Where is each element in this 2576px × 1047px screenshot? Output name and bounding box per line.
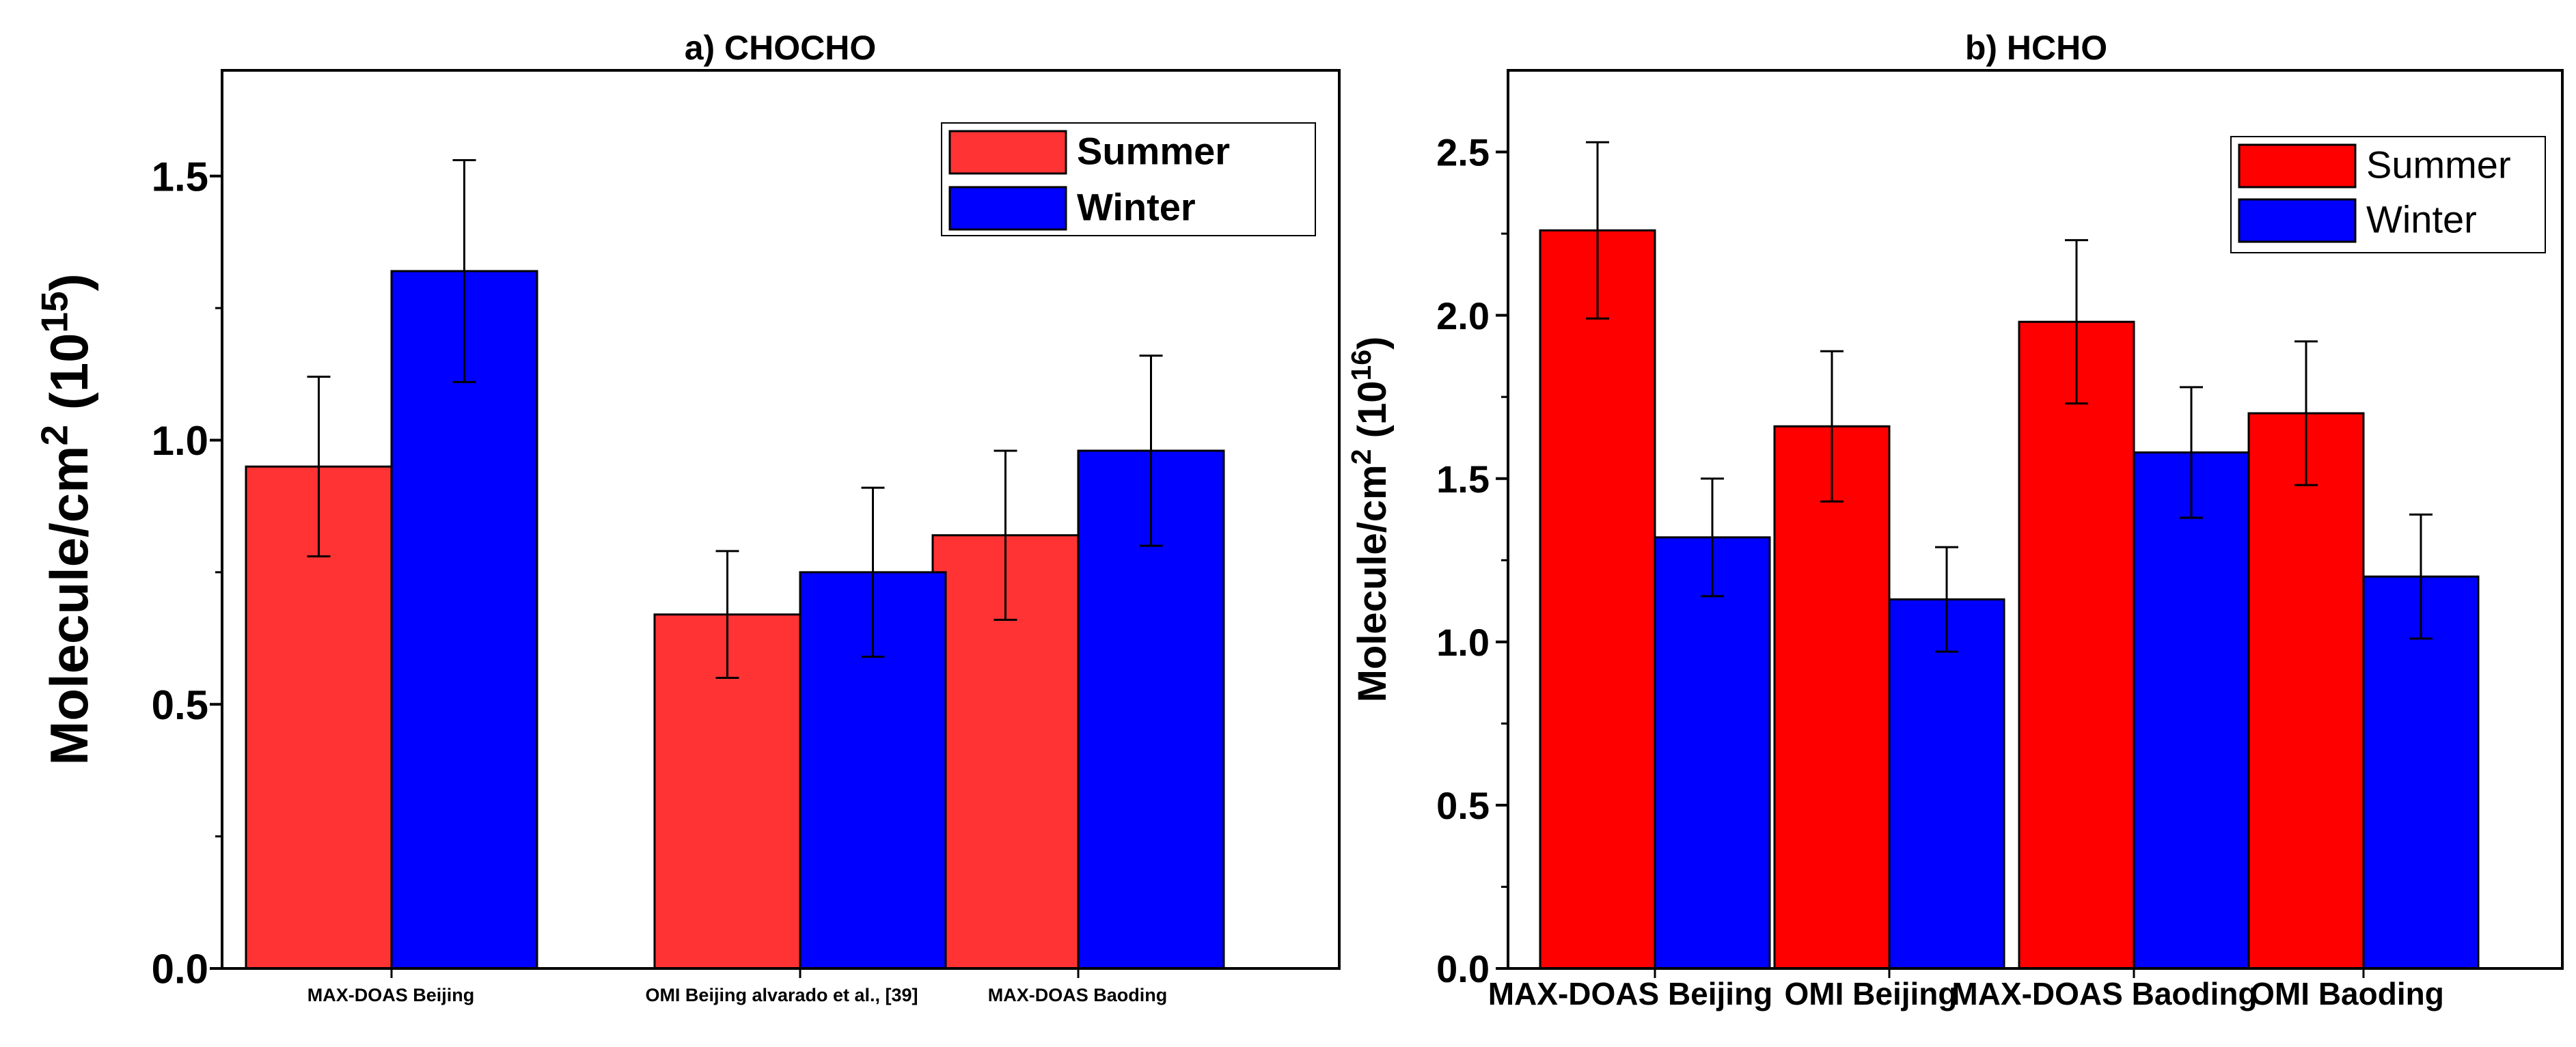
error-bar-winter-3 (2409, 513, 2433, 640)
chart-panel-a: a) CHOCHO 0.0 0.5 1.0 1.5 MAX-DOAS Beijing OMI… (33, 29, 1341, 1005)
legend-swatch-summer (948, 130, 1067, 175)
y-axis-label-text: Molecule/cm (39, 446, 99, 766)
y-tick-label: 0.0 (1436, 947, 1490, 990)
x-category-label: OMI Baoding (2250, 976, 2444, 1011)
chart-title: a) CHOCHO (685, 29, 877, 67)
y-axis-label-unit-sup: 15 (33, 291, 75, 333)
error-bar-winter-2 (2180, 386, 2203, 519)
y-tick-label: 0.5 (152, 682, 208, 728)
y-tick-label: 1.0 (152, 418, 208, 464)
bar-winter-3 (2362, 575, 2480, 970)
legend-label-winter: Winter (1077, 185, 1196, 228)
y-axis-label-close: ) (1350, 337, 1395, 350)
y-axis-label: Molecule/cm2 (1015) (33, 273, 99, 765)
legend-swatch-winter (948, 186, 1067, 231)
legend-label-summer: Summer (2366, 143, 2511, 186)
bar-summer-2 (2018, 320, 2135, 970)
y-tick-label: 1.5 (1436, 458, 1490, 501)
y-tick-label: 1.0 (1436, 621, 1490, 664)
bar-winter-1 (1888, 598, 2005, 970)
y-tick-label: 0.5 (1436, 784, 1490, 827)
legend: Summer Winter (941, 122, 1316, 236)
bar-winter-2 (2133, 451, 2250, 970)
legend: Summer Winter (2230, 136, 2546, 253)
legend-swatch-summer (2238, 143, 2357, 189)
error-bar-summer-1 (1820, 350, 1844, 503)
plot-frame (221, 69, 1341, 970)
bar-summer-0 (1539, 229, 1656, 970)
y-tick-label: 0.0 (152, 947, 208, 992)
x-category-label: MAX-DOAS Beijing (307, 985, 475, 1005)
y-axis-label-close: ) (39, 273, 99, 291)
legend-swatch-winter (2238, 198, 2357, 243)
y-axis-label-unit: (10 (39, 333, 99, 425)
y-axis-label-text: Molecule/cm (1350, 464, 1395, 702)
error-bar-summer-3 (2294, 340, 2318, 486)
y-axis-label-unit-sup: 16 (1345, 350, 1377, 381)
x-category-label: OMI Beijing (1785, 976, 1958, 1011)
plot-frame (1507, 69, 2564, 970)
bar-summer-3 (2247, 412, 2365, 970)
y-axis-label: Molecule/cm2 (1016) (1345, 337, 1395, 703)
y-axis-label-sup: 2 (33, 425, 75, 446)
y-tick-label: 2.5 (1436, 131, 1490, 174)
chart-panel-b: b) HCHO 0.0 0.5 1.0 1.5 2.0 2.5 MAX-DOAS Beijin… (1345, 29, 2564, 1011)
error-bar-winter-1 (861, 486, 885, 658)
legend-label-winter: Winter (2366, 197, 2477, 240)
error-bar-summer-2 (2065, 239, 2088, 405)
y-axis-label-sup: 2 (1345, 449, 1377, 464)
error-bar-winter-0 (1701, 477, 1724, 598)
error-bar-summer-2 (994, 449, 1017, 621)
x-category-label: MAX-DOAS Baoding (1951, 976, 2257, 1011)
y-tick-label: 2.0 (1436, 294, 1490, 337)
chart-title: b) HCHO (1965, 29, 2107, 67)
y-axis-label-unit: (10 (1350, 381, 1395, 449)
error-bar-summer-0 (1586, 141, 1609, 320)
error-bar-summer-0 (307, 376, 331, 558)
error-bar-winter-0 (452, 159, 476, 383)
bar-winter-0 (1654, 536, 1771, 970)
error-bar-winter-1 (1935, 546, 1958, 653)
y-tick-label: 1.5 (152, 154, 208, 199)
bar-summer-1 (1773, 425, 1891, 970)
legend-label-summer: Summer (1077, 129, 1230, 172)
error-bar-winter-2 (1139, 354, 1163, 547)
x-category-label: MAX-DOAS Baoding (988, 985, 1168, 1005)
error-bar-summer-1 (715, 550, 739, 680)
x-category-label: OMI Beijing alvarado et al., [39] (645, 985, 918, 1005)
x-category-label: MAX-DOAS Beijing (1488, 976, 1773, 1011)
